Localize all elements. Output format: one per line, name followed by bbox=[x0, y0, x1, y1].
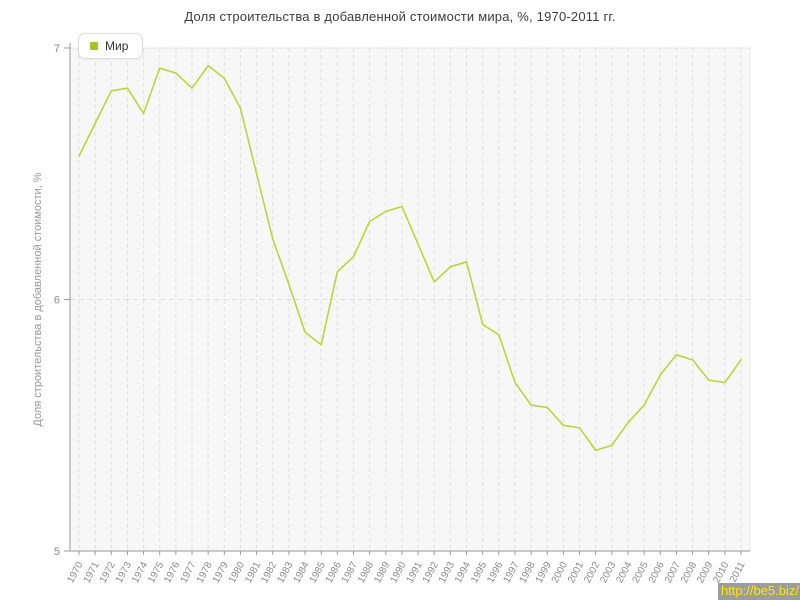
x-tick-label: 2011 bbox=[728, 560, 748, 585]
chart-title: Доля строительства в добавленной стоимос… bbox=[184, 9, 616, 24]
y-tick-label: 5 bbox=[54, 546, 60, 558]
legend-label: Мир bbox=[105, 39, 129, 53]
watermark-link[interactable]: http://be5.biz/ bbox=[717, 583, 800, 600]
y-tick-label: 6 bbox=[54, 295, 60, 307]
y-tick-label: 7 bbox=[54, 43, 60, 55]
y-axis-title: Доля строительства в добавленной стоимос… bbox=[32, 172, 44, 426]
legend-swatch-icon bbox=[90, 42, 98, 50]
x-tick-label: 2010 bbox=[711, 560, 731, 585]
series-line-Мир bbox=[78, 64, 742, 452]
legend-box[interactable]: Мир bbox=[78, 33, 144, 59]
